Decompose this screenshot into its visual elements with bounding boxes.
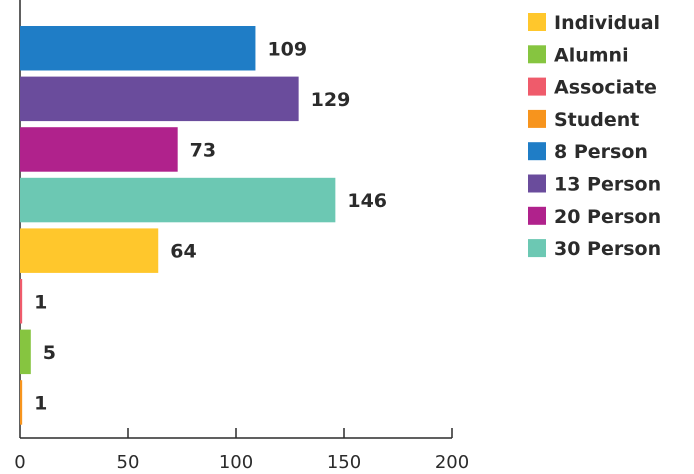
data-label-20-person: 73 xyxy=(190,139,216,161)
x-axis: 0 50 100 150 200 xyxy=(14,428,469,473)
data-label-associate: 1 xyxy=(34,291,47,313)
legend-swatch-13-person xyxy=(528,174,546,193)
legend-label-individual: Individual xyxy=(554,12,660,34)
data-label-8-person: 109 xyxy=(267,38,307,60)
data-label-13-person: 129 xyxy=(311,89,351,111)
x-tick-label-0: 0 xyxy=(14,452,25,473)
legend-swatch-alumni xyxy=(528,45,546,64)
legend-label-30-person: 30 Person xyxy=(554,238,661,260)
legend-swatch-8-person xyxy=(528,142,546,161)
bars-group: 109 129 73 146 64 1 5 1 xyxy=(20,26,387,425)
bar-individual xyxy=(20,228,159,273)
bar-20-person xyxy=(20,127,178,172)
bar-associate xyxy=(20,279,23,324)
legend-label-associate: Associate xyxy=(554,77,657,99)
data-label-individual: 64 xyxy=(170,241,196,263)
legend-label-13-person: 13 Person xyxy=(554,174,661,196)
data-label-30-person: 146 xyxy=(347,190,387,212)
legend: Individual Alumni Associate Student 8 Person… xyxy=(528,12,661,260)
legend-label-student: Student xyxy=(554,109,639,131)
legend-swatch-student xyxy=(528,109,546,128)
x-tick-label-200: 200 xyxy=(435,452,469,473)
x-tick-label-100: 100 xyxy=(219,452,253,473)
data-label-student: 1 xyxy=(34,392,47,414)
legend-label-alumni: Alumni xyxy=(554,44,629,66)
data-label-alumni: 5 xyxy=(43,342,56,364)
legend-label-20-person: 20 Person xyxy=(554,206,661,228)
bar-8-person xyxy=(20,26,256,71)
bar-student xyxy=(20,380,23,425)
x-tick-label-50: 50 xyxy=(117,452,140,473)
legend-swatch-associate xyxy=(528,77,546,96)
bar-30-person xyxy=(20,177,336,223)
legend-swatch-20-person xyxy=(528,206,546,225)
x-tick-label-150: 150 xyxy=(327,452,361,473)
bar-13-person xyxy=(20,76,299,122)
legend-swatch-individual xyxy=(528,13,546,31)
bar-alumni xyxy=(20,329,31,375)
legend-label-8-person: 8 Person xyxy=(554,141,648,163)
legend-swatch-30-person xyxy=(528,239,546,258)
